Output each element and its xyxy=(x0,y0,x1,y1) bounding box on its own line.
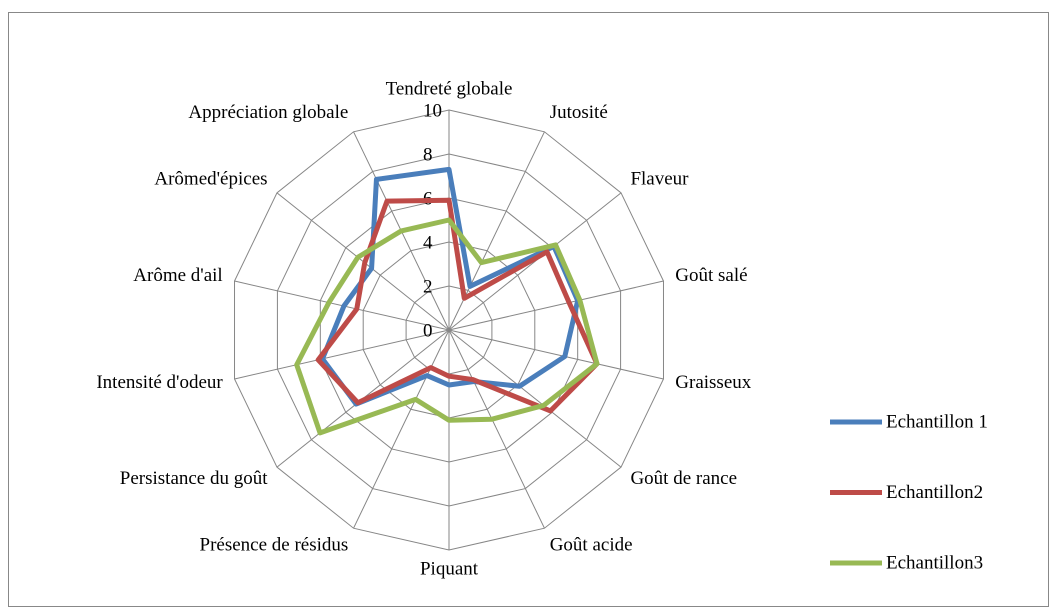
category-label: Graisseux xyxy=(675,372,751,393)
category-label: Goût acide xyxy=(550,535,633,556)
category-label: Tendreté globale xyxy=(386,78,513,99)
category-label: Arômed'épices xyxy=(154,169,267,190)
legend-label: Echantillon3 xyxy=(886,552,983,573)
category-label: Intensité d'odeur xyxy=(96,372,223,393)
category-label: Présence de résidus xyxy=(200,535,349,556)
category-label: Goût de rance xyxy=(630,468,737,489)
r-tick-label: 4 xyxy=(423,232,433,253)
r-tick-label: 0 xyxy=(423,320,433,341)
spoke xyxy=(448,280,664,331)
series-line xyxy=(315,197,600,414)
spoke xyxy=(448,329,664,380)
category-label: Jutosité xyxy=(550,102,608,123)
legend-label: Echantillon2 xyxy=(886,482,983,503)
spoke xyxy=(353,329,450,529)
category-label: Arôme d'ail xyxy=(133,265,222,286)
category-label: Persistance du goût xyxy=(120,468,268,489)
r-tick-label: 8 xyxy=(423,144,433,165)
spoke xyxy=(448,329,545,529)
category-label: Piquant xyxy=(420,558,479,579)
category-label: Goût salé xyxy=(675,265,747,286)
category-label: Appréciation globale xyxy=(188,102,348,123)
spoke xyxy=(448,329,622,468)
legend-label: Echantillon 1 xyxy=(886,411,988,432)
r-tick-label: 10 xyxy=(423,100,442,121)
series-line xyxy=(294,217,600,436)
category-label: Flaveur xyxy=(630,169,689,190)
spoke xyxy=(234,329,450,380)
chart-frame xyxy=(8,12,1049,607)
r-tick-label: 2 xyxy=(423,276,433,297)
